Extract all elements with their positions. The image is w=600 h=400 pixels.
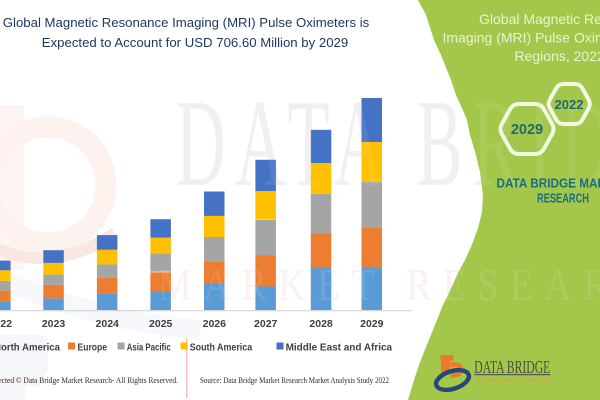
svg-text:Regions, 2022-2029: Regions, 2022-2029 bbox=[515, 48, 600, 64]
svg-text:2025: 2025 bbox=[149, 318, 173, 330]
svg-text:Source: Data Bridge Market Res: Source: Data Bridge Market Research Mark… bbox=[200, 376, 389, 385]
svg-text:RESEARCH: RESEARCH bbox=[537, 192, 589, 206]
svg-text:South America: South America bbox=[190, 343, 253, 354]
svg-text:Europe: Europe bbox=[78, 343, 108, 354]
svg-text:2026: 2026 bbox=[203, 318, 227, 330]
svg-text:2029: 2029 bbox=[360, 318, 384, 330]
svg-text:Asia Pacific: Asia Pacific bbox=[127, 343, 171, 354]
svg-text:2029: 2029 bbox=[511, 122, 543, 138]
svg-text:Global Magnetic Resonance Imag: Global Magnetic Resonance Imaging (MRI) … bbox=[3, 15, 370, 30]
svg-text:2022: 2022 bbox=[0, 318, 12, 330]
svg-text:2028: 2028 bbox=[309, 318, 333, 330]
svg-text:North America: North America bbox=[0, 343, 60, 354]
svg-text:2023: 2023 bbox=[42, 318, 66, 330]
svg-text:M A R K E T R E S E A R C H: M A R K E T R E S E A R C H bbox=[475, 378, 547, 384]
svg-text:2022: 2022 bbox=[555, 97, 584, 112]
svg-text:DATA BRIDGE MARKET: DATA BRIDGE MARKET bbox=[497, 176, 600, 191]
svg-text:Expected to Account for USD 70: Expected to Account for USD 706.60 Milli… bbox=[42, 35, 348, 50]
svg-text:DATA BRIDGE: DATA BRIDGE bbox=[176, 73, 600, 212]
svg-text:DATA BRIDGE: DATA BRIDGE bbox=[474, 357, 550, 377]
svg-text:2024: 2024 bbox=[96, 318, 120, 330]
svg-text:Global Magnetic Resonance: Global Magnetic Resonance bbox=[479, 11, 600, 27]
svg-text:2027: 2027 bbox=[254, 318, 278, 330]
svg-text:Middle East and Africa: Middle East and Africa bbox=[286, 343, 393, 354]
svg-text:Protected © Data Bridge Market: Protected © Data Bridge Market Research-… bbox=[0, 376, 178, 385]
svg-text:Imaging (MRI) Pulse Oximeters,: Imaging (MRI) Pulse Oximeters, bbox=[443, 30, 600, 46]
svg-text:MARKET RESEARCH: MARKET RESEARCH bbox=[158, 261, 600, 311]
